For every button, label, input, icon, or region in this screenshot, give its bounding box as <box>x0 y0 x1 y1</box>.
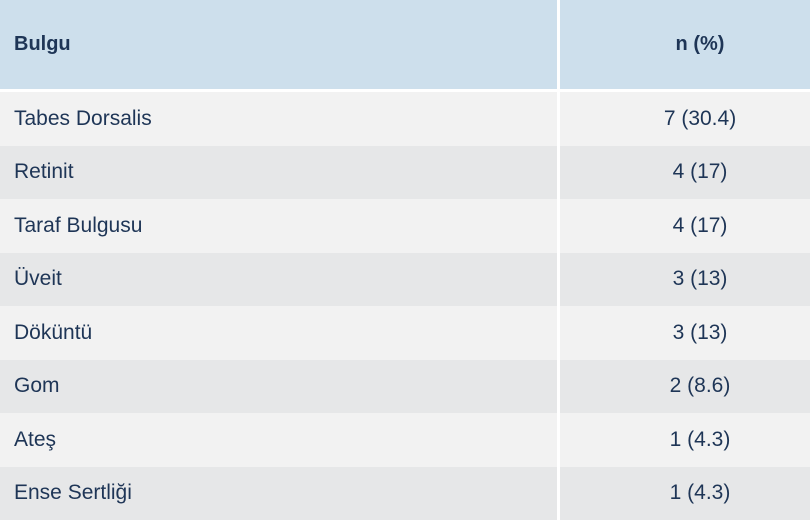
table-row: Ense Sertliği 1 (4.3) <box>0 466 810 520</box>
count-cell: 1 (4.3) <box>560 466 810 520</box>
finding-cell: Üveit <box>0 252 560 306</box>
finding-cell: Retinit <box>0 145 560 199</box>
count-cell: 4 (17) <box>560 145 810 199</box>
finding-cell: Taraf Bulgusu <box>0 199 560 253</box>
table-body: Tabes Dorsalis 7 (30.4) Retinit 4 (17) Taraf… <box>0 92 810 520</box>
count-cell: 3 (13) <box>560 306 810 360</box>
count-cell: 4 (17) <box>560 199 810 253</box>
header-bulgu: Bulgu <box>0 0 560 92</box>
header-n-percent: n (%) <box>560 0 810 92</box>
count-cell: 2 (8.6) <box>560 359 810 413</box>
count-cell: 1 (4.3) <box>560 413 810 467</box>
table-row: Ateş 1 (4.3) <box>0 413 810 467</box>
table-row: Retinit 4 (17) <box>0 145 810 199</box>
count-cell: 7 (30.4) <box>560 92 810 146</box>
finding-cell: Tabes Dorsalis <box>0 92 560 146</box>
table-row: Gom 2 (8.6) <box>0 359 810 413</box>
finding-cell: Gom <box>0 359 560 413</box>
table-row: Döküntü 3 (13) <box>0 306 810 360</box>
table-row: Tabes Dorsalis 7 (30.4) <box>0 92 810 146</box>
finding-cell: Döküntü <box>0 306 560 360</box>
table-row: Taraf Bulgusu 4 (17) <box>0 199 810 253</box>
table-row: Üveit 3 (13) <box>0 252 810 306</box>
finding-cell: Ateş <box>0 413 560 467</box>
finding-cell: Ense Sertliği <box>0 466 560 520</box>
count-cell: 3 (13) <box>560 252 810 306</box>
header-row: Bulgu n (%) <box>0 0 810 92</box>
